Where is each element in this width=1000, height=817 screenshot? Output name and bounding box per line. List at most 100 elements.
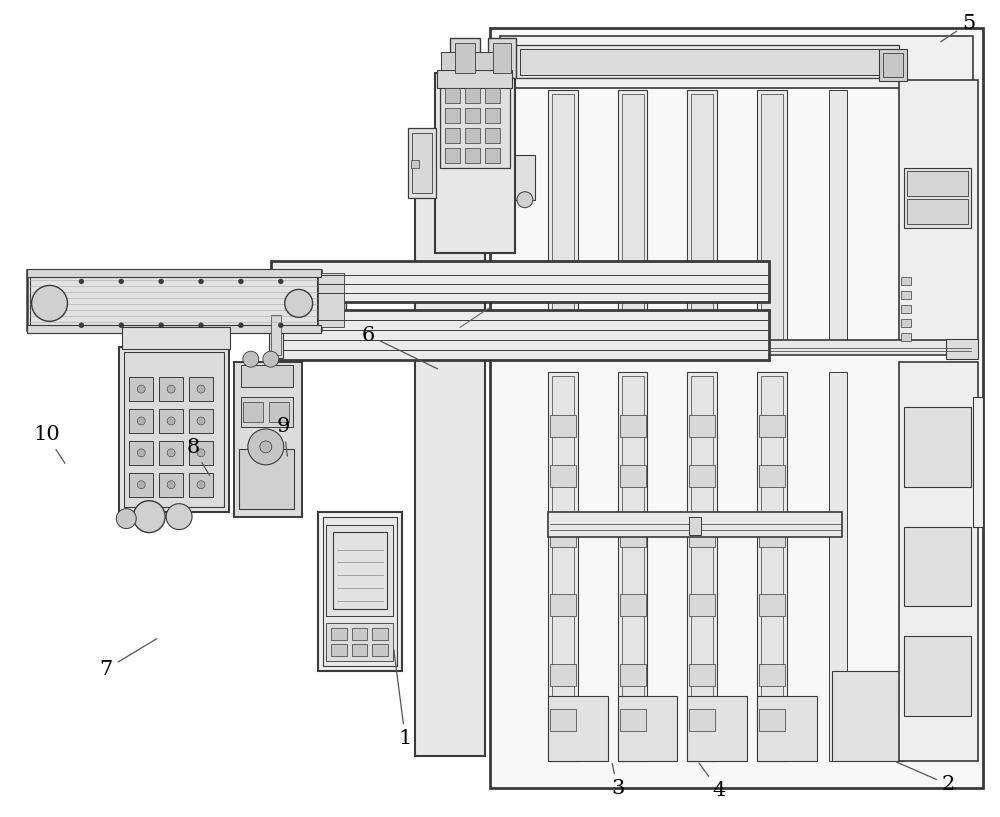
Bar <box>946 339 978 359</box>
Bar <box>759 525 785 547</box>
Circle shape <box>197 480 205 489</box>
Circle shape <box>167 449 175 457</box>
Bar <box>552 94 574 346</box>
Bar <box>901 292 911 299</box>
Bar <box>269 402 289 422</box>
Bar <box>759 415 785 437</box>
Bar <box>412 133 432 193</box>
Bar <box>485 88 500 103</box>
Bar <box>759 709 785 731</box>
Circle shape <box>197 417 205 425</box>
Bar <box>552 376 574 757</box>
Circle shape <box>243 351 259 367</box>
Bar <box>269 312 283 358</box>
Bar <box>271 315 281 355</box>
Bar <box>485 128 500 143</box>
Bar <box>757 90 787 349</box>
Bar <box>445 128 460 143</box>
Bar <box>550 594 576 616</box>
Bar <box>435 74 515 252</box>
Circle shape <box>197 385 205 393</box>
Bar <box>271 310 769 360</box>
Circle shape <box>197 449 205 457</box>
Bar <box>883 53 903 77</box>
Bar <box>465 128 480 143</box>
Bar <box>550 525 576 547</box>
Bar <box>124 352 224 507</box>
Bar <box>548 696 608 761</box>
Bar <box>759 664 785 686</box>
Text: 2: 2 <box>896 762 955 794</box>
Bar <box>485 148 500 163</box>
Bar <box>353 289 364 301</box>
Bar <box>465 88 480 103</box>
Circle shape <box>260 441 272 453</box>
Bar <box>618 696 677 761</box>
Bar <box>550 465 576 487</box>
Bar <box>618 90 647 349</box>
Circle shape <box>238 279 243 284</box>
Bar <box>689 594 715 616</box>
Bar <box>689 525 715 547</box>
Circle shape <box>263 351 279 367</box>
Bar <box>129 409 153 433</box>
Bar <box>761 94 783 346</box>
Bar <box>239 449 294 509</box>
Bar <box>333 532 387 609</box>
Bar <box>129 441 153 465</box>
Circle shape <box>167 480 175 489</box>
Bar <box>901 319 911 328</box>
Bar <box>500 36 973 88</box>
Bar <box>901 278 911 285</box>
Bar <box>759 594 785 616</box>
Bar <box>899 362 978 761</box>
Bar <box>372 628 388 641</box>
Bar <box>485 108 500 123</box>
Bar <box>879 49 907 81</box>
Circle shape <box>199 279 204 284</box>
Text: 9: 9 <box>277 417 290 456</box>
Text: 10: 10 <box>33 426 65 463</box>
Circle shape <box>137 449 145 457</box>
Circle shape <box>119 323 124 328</box>
Bar <box>907 199 968 224</box>
Text: 4: 4 <box>699 763 726 800</box>
Circle shape <box>116 509 136 529</box>
Bar <box>620 465 646 487</box>
Bar <box>973 397 983 527</box>
Bar <box>689 664 715 686</box>
Bar <box>159 441 183 465</box>
Bar <box>271 261 769 302</box>
Bar <box>415 178 485 756</box>
Bar <box>829 372 847 761</box>
Circle shape <box>167 385 175 393</box>
Bar <box>687 90 717 349</box>
Bar <box>159 377 183 401</box>
Bar <box>411 160 419 167</box>
Bar <box>548 372 578 761</box>
Bar <box>159 473 183 497</box>
Bar <box>445 108 460 123</box>
Bar <box>440 78 510 167</box>
Bar <box>331 628 347 641</box>
Bar <box>243 402 263 422</box>
Bar <box>620 594 646 616</box>
Bar <box>369 289 381 301</box>
Bar <box>622 376 644 757</box>
Text: 3: 3 <box>611 764 624 798</box>
Bar <box>241 397 293 427</box>
Bar <box>189 473 213 497</box>
Bar <box>691 376 713 757</box>
Bar <box>550 709 576 731</box>
Bar <box>408 128 436 198</box>
Bar <box>318 274 344 328</box>
Bar <box>234 362 302 516</box>
Text: 6: 6 <box>362 326 438 369</box>
Circle shape <box>278 279 283 284</box>
Circle shape <box>119 279 124 284</box>
Bar <box>318 511 402 671</box>
Bar <box>189 377 213 401</box>
Bar <box>761 376 783 757</box>
Bar <box>326 525 393 616</box>
Bar <box>759 465 785 487</box>
